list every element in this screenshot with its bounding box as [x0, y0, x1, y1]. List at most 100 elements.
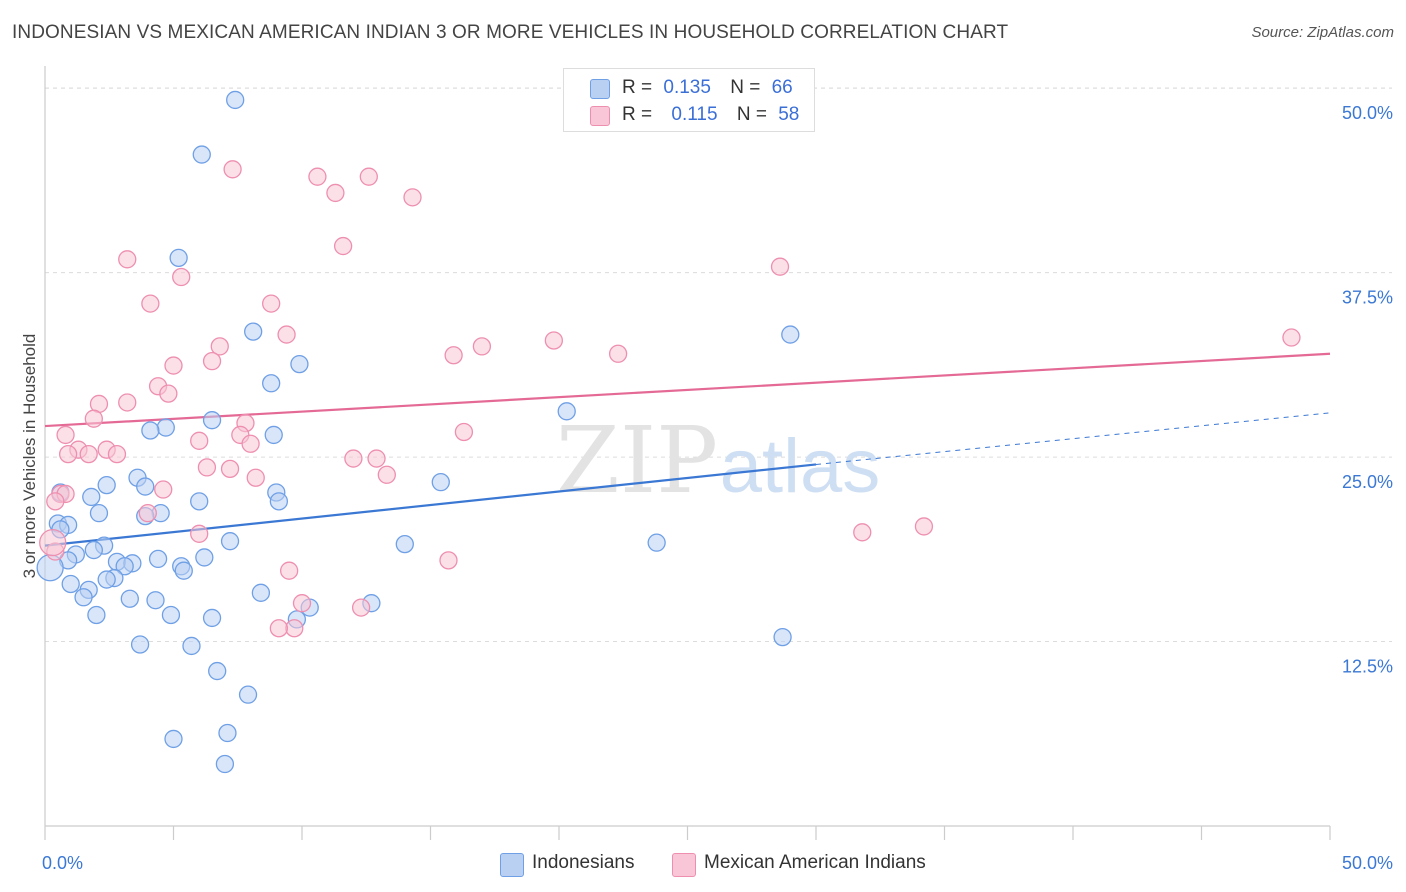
- indonesians-point: [120, 589, 139, 608]
- legend-r-label: R =: [622, 104, 653, 125]
- indonesians-point: [97, 570, 116, 589]
- indonesians-point: [244, 322, 263, 341]
- mexican-american-indians-point: [333, 236, 353, 256]
- indonesians-point: [269, 492, 289, 511]
- axes: [44, 66, 1331, 840]
- mexican-american-indians-point: [190, 524, 209, 543]
- mexican-american-indians-point: [308, 167, 327, 186]
- indonesians-point: [192, 145, 211, 164]
- mexican-american-indians-point: [220, 459, 240, 479]
- mexican-american-indians-point: [141, 294, 160, 313]
- mexican-american-indians-point: [403, 188, 422, 207]
- mexican-american-indians-trend-line: [44, 352, 1331, 428]
- indonesians-point: [226, 90, 245, 110]
- mexican-american-indians-point: [359, 167, 378, 186]
- mexican-american-indians-point: [444, 346, 463, 365]
- mexican-american-indians-point: [84, 409, 103, 428]
- indonesians-point: [156, 418, 175, 437]
- mexican-american-indians-point: [279, 561, 299, 580]
- legend-r-value: 0.115: [671, 104, 718, 125]
- indonesians-point: [89, 503, 109, 523]
- source-label: Source: ZipAtlas.com: [1251, 24, 1394, 41]
- mexican-american-indians-point: [326, 183, 345, 203]
- mexican-american-indians-point: [39, 529, 67, 557]
- mexican-american-indians-point: [172, 267, 191, 287]
- legend-swatch-mexican-american-indians: [590, 106, 610, 126]
- mexican-american-indians-point: [58, 444, 78, 464]
- indonesians-point: [115, 557, 134, 576]
- mexican-american-indians-point: [285, 619, 304, 638]
- indonesians-point: [74, 588, 93, 607]
- indonesians-point: [202, 411, 222, 430]
- mexican-american-indians-point: [154, 480, 173, 499]
- indonesians-point: [431, 473, 450, 492]
- indonesians-point: [220, 532, 240, 551]
- indonesians-point: [146, 591, 165, 610]
- trend-lines: [44, 352, 1331, 547]
- mexican-american-indians-point: [241, 434, 260, 453]
- mexican-american-indians-point: [262, 294, 281, 313]
- legend-r-value: 0.135: [663, 77, 711, 98]
- indonesians-point: [61, 574, 80, 594]
- indonesians-point: [84, 540, 103, 560]
- bottom-legend-swatch-mexican-american-indians: [672, 853, 696, 877]
- indonesians-point: [238, 685, 258, 704]
- mexican-american-indians-point: [472, 337, 492, 356]
- bottom-legend-swatch-indonesians: [500, 853, 524, 877]
- indonesians-point: [208, 661, 227, 681]
- mexican-american-indians-point: [223, 160, 242, 179]
- indonesians-point: [141, 421, 160, 440]
- y-tick-label: 12.5%: [1342, 657, 1393, 677]
- indonesians-trend-line: [44, 463, 817, 547]
- mexican-american-indians-point: [118, 250, 137, 269]
- legend-n-value: 66: [771, 77, 793, 98]
- mexican-american-indians-point: [544, 331, 564, 350]
- legend-r-label: R =: [622, 77, 653, 98]
- indonesians-point: [290, 354, 309, 374]
- mexican-american-indians-point: [164, 356, 183, 375]
- bottom-legend-label-indonesians: Indonesians: [532, 852, 635, 873]
- mexican-american-indians-point: [210, 337, 229, 356]
- indonesians-point: [202, 608, 222, 628]
- watermark: ZIP atlas: [556, 407, 880, 514]
- indonesians-point: [161, 605, 181, 625]
- y-tick-label: 25.0%: [1342, 472, 1393, 492]
- grid-lines: [45, 87, 1392, 643]
- y-axis-title: 3 or more Vehicles in Household: [20, 333, 39, 579]
- mexican-american-indians-point: [202, 351, 222, 371]
- indonesians-point: [195, 548, 214, 567]
- y-tick-label: 37.5%: [1342, 288, 1393, 308]
- correlation-legend: R = 0.135 N = 66 R = 0.115 N = 58: [563, 68, 815, 132]
- mexican-american-indians-point: [770, 257, 790, 276]
- indonesians-point: [148, 549, 168, 569]
- indonesians-point: [130, 635, 150, 654]
- indonesians-point: [781, 325, 800, 344]
- indonesians-point: [97, 475, 116, 495]
- indonesians-point: [557, 402, 576, 421]
- indonesians-point: [218, 723, 237, 743]
- mexican-american-indians-point: [190, 431, 209, 450]
- mexican-american-indians-point: [197, 458, 217, 477]
- mexican-american-indians-point: [107, 444, 127, 464]
- indonesians-point: [87, 605, 106, 625]
- mexican-american-indians-point: [853, 523, 872, 542]
- indonesians-point: [251, 583, 271, 602]
- mexican-american-indians-point: [351, 598, 371, 617]
- mexican-american-indians-point: [159, 384, 178, 403]
- mexican-american-indians-point: [439, 551, 458, 570]
- mexican-american-indians-point: [56, 425, 75, 445]
- legend-n-value: 58: [778, 104, 800, 125]
- chart-title: INDONESIAN VS MEXICAN AMERICAN INDIAN 3 …: [12, 22, 1009, 43]
- watermark-zip: ZIP: [556, 407, 718, 514]
- mexican-american-indians-point: [118, 393, 137, 412]
- mexican-american-indians-point: [46, 492, 65, 511]
- mexican-american-indians-point: [344, 449, 363, 468]
- mexican-american-indians-point: [1282, 328, 1301, 347]
- indonesians-point: [136, 477, 155, 496]
- mexican-american-indians-point: [269, 619, 289, 638]
- legend-n-label: N =: [736, 104, 767, 125]
- mexican-american-indians-point: [377, 465, 396, 484]
- indonesians-point: [264, 425, 283, 445]
- indonesians-point: [395, 534, 414, 554]
- indonesians-trend-extension: [815, 412, 1331, 465]
